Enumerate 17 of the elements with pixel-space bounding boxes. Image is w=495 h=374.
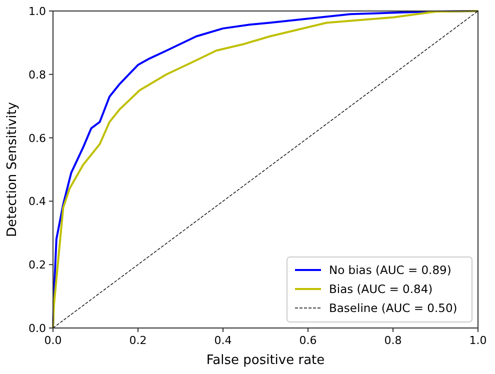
legend-label: No bias (AUC = 0.89) [329,263,452,277]
x-axis-title: False positive rate [206,353,325,368]
y-tick-label: 0.4 [28,195,46,208]
x-tick-label: 0.2 [129,334,147,347]
y-tick-label: 0.2 [28,258,46,272]
y-tick-label: 0.6 [28,132,46,145]
x-tick-label: 1.0 [469,334,487,347]
y-tick-label: 0.8 [28,68,46,82]
y-tick-label: 1.0 [28,5,46,18]
x-tick-label: 0.0 [44,334,62,347]
legend-label: Baseline (AUC = 0.50) [329,301,458,315]
x-tick-label: 0.8 [384,334,402,347]
x-tick-label: 0.4 [214,334,232,347]
y-tick-label: 0.0 [28,322,46,335]
y-axis-title: Detection Sensitivity [5,102,20,237]
x-tick-label: 0.6 [299,334,317,347]
legend-label: Bias (AUC = 0.84) [329,282,433,296]
